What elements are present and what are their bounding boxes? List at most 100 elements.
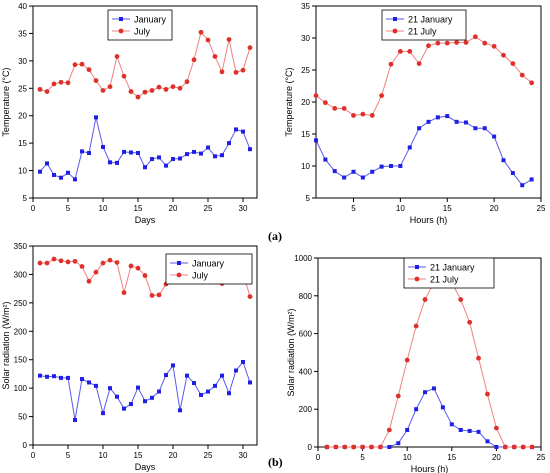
data-point-july <box>322 100 328 106</box>
legend-marker-july <box>392 28 398 34</box>
y-axis-label: Solar radiation (W/m²) <box>1 301 11 389</box>
data-point-january <box>171 157 175 162</box>
y-axis-label: Temperature (°C) <box>1 67 11 136</box>
data-point-january <box>45 374 49 379</box>
data-point-january <box>185 152 189 157</box>
x-tick-label: 20 <box>169 204 178 213</box>
data-point-january <box>332 169 337 174</box>
data-point-january <box>157 389 161 394</box>
data-point-july <box>86 278 92 284</box>
data-point-january <box>510 171 515 176</box>
y-tick-label: 300 <box>14 270 28 279</box>
data-point-january <box>101 144 105 149</box>
data-point-january <box>129 150 133 155</box>
y-tick-label: 30 <box>18 57 27 66</box>
x-tick-label: 0 <box>31 451 36 460</box>
y-tick-label: 600 <box>299 330 313 339</box>
legend-label: 21 January <box>430 263 475 273</box>
data-point-january <box>241 129 245 134</box>
legend-marker-july <box>414 276 420 282</box>
x-tick-label: 5 <box>360 453 365 462</box>
data-point-january <box>234 127 238 132</box>
data-point-january <box>482 126 487 131</box>
data-point-july <box>37 86 43 92</box>
data-point-july <box>388 61 394 67</box>
y-tick-label: 20 <box>301 98 310 107</box>
legend-label: January <box>134 15 167 25</box>
legend-box <box>381 9 467 41</box>
data-point-january <box>115 394 119 399</box>
data-point-july <box>79 264 85 269</box>
data-point-july <box>51 256 57 262</box>
data-point-january <box>426 119 431 124</box>
data-point-july <box>205 37 211 43</box>
data-point-july <box>351 444 357 450</box>
data-point-july <box>72 258 78 264</box>
data-point-july <box>494 425 499 431</box>
data-point-january <box>234 368 238 373</box>
x-tick-label: 15 <box>447 453 456 462</box>
data-point-july <box>198 29 204 35</box>
data-point-january <box>136 151 140 156</box>
data-point-january <box>122 406 126 411</box>
data-point-january <box>323 157 328 162</box>
x-tick-label: 15 <box>134 451 143 460</box>
x-axis-label: Days <box>135 462 156 472</box>
x-tick-label: 10 <box>396 204 405 213</box>
data-point-january <box>445 114 450 119</box>
data-point-july <box>72 62 78 68</box>
y-tick-label: 30 <box>301 34 310 43</box>
data-point-january <box>227 391 231 396</box>
data-point-july <box>395 393 401 399</box>
data-point-january <box>129 402 133 407</box>
data-point-january <box>220 153 224 158</box>
legend: January July <box>165 253 253 285</box>
chart-panel-4: 0 5 10 15 20 25 0 200 400 600 800 1000 Hours (h) Sola… <box>286 254 546 473</box>
y-tick-label: 20 <box>18 112 27 121</box>
legend-label: 21 January <box>408 15 453 25</box>
data-point-july <box>191 57 197 63</box>
y-tick-label: 25 <box>301 66 310 75</box>
x-tick-label: 25 <box>204 451 213 460</box>
x-tick-label: 25 <box>204 204 213 213</box>
data-point-january <box>178 156 182 161</box>
data-point-july <box>378 444 383 450</box>
data-point-july <box>128 263 134 269</box>
y-tick-label: 35 <box>301 2 310 11</box>
legend-marker-january <box>393 17 397 21</box>
legend-label: January <box>192 259 225 269</box>
data-point-january <box>87 151 91 156</box>
data-point-january <box>494 445 499 449</box>
data-point-january <box>398 164 403 168</box>
data-point-january <box>38 169 42 174</box>
y-tick-label: 10 <box>18 167 27 176</box>
x-tick-label: 25 <box>537 453 546 462</box>
data-point-july <box>107 257 113 263</box>
data-point-july <box>360 444 365 450</box>
legend-box <box>165 253 253 285</box>
data-point-july <box>351 113 356 118</box>
data-point-january <box>157 155 161 160</box>
x-axis-label: Days <box>135 215 156 225</box>
x-tick-label: 5 <box>66 204 71 213</box>
data-point-january <box>73 177 77 182</box>
data-point-january <box>314 138 318 143</box>
data-point-july <box>379 93 385 98</box>
data-point-january <box>529 177 534 182</box>
legend: 21 January 21 July <box>381 9 467 41</box>
series-line-january <box>39 117 251 181</box>
data-point-january <box>396 441 401 446</box>
data-point-july <box>467 319 473 325</box>
data-point-january <box>80 149 84 154</box>
y-tick-label: 35 <box>18 29 27 38</box>
data-point-january <box>485 439 490 444</box>
data-point-january <box>501 158 506 163</box>
y-tick-label: 40 <box>18 2 27 11</box>
data-point-january <box>520 183 525 188</box>
data-point-january <box>342 175 347 180</box>
data-point-january <box>94 383 98 388</box>
data-point-july <box>58 258 64 264</box>
data-point-july <box>435 40 441 46</box>
y-tick-label: 50 <box>18 413 27 422</box>
data-point-july <box>416 61 422 66</box>
